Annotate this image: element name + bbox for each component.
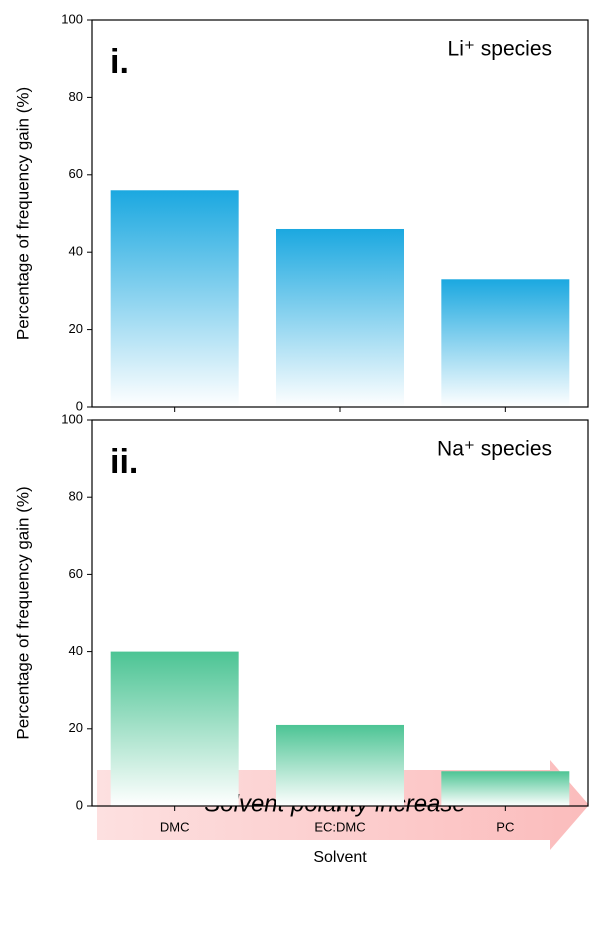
x-axis-label: Solvent	[313, 849, 367, 866]
y-tick-label: 100	[61, 411, 83, 426]
x-tick-label: DMC	[160, 819, 190, 834]
y-tick-label: 40	[69, 244, 83, 259]
plot-frame	[91, 419, 589, 807]
y-tick-label: 60	[69, 166, 83, 181]
bar	[276, 724, 404, 806]
y-tick-label: 0	[76, 797, 83, 812]
x-tick-label: PC	[496, 819, 514, 834]
bar	[276, 228, 404, 407]
panel-label: ii.	[110, 443, 138, 481]
y-tick-label: 20	[69, 720, 83, 735]
y-tick-label: 100	[61, 11, 83, 26]
plot-frame	[91, 19, 589, 408]
bar	[110, 190, 239, 407]
y-tick-label: 80	[69, 489, 83, 504]
annotation: Na⁺ species	[437, 438, 552, 461]
y-axis-label: Percentage of frequency gain (%)	[13, 87, 32, 340]
annotation: Li⁺ species	[448, 38, 552, 61]
y-tick-label: 80	[69, 89, 83, 104]
bar	[441, 771, 570, 806]
y-tick-label: 60	[69, 566, 83, 581]
bar	[441, 279, 570, 407]
y-tick-label: 20	[69, 321, 83, 336]
panel-label: i.	[110, 43, 129, 81]
y-tick-label: 0	[76, 398, 83, 413]
y-tick-label: 40	[69, 643, 83, 658]
x-tick-label: EC:DMC	[314, 819, 365, 834]
y-axis-label: Percentage of frequency gain (%)	[13, 486, 32, 739]
bar	[110, 651, 239, 806]
